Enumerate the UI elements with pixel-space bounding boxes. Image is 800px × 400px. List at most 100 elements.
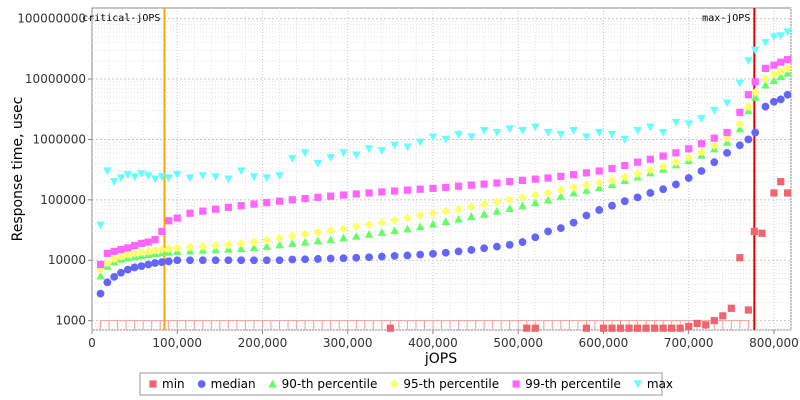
max-point <box>531 123 540 132</box>
max-point <box>211 173 220 182</box>
90-th-percentile-point <box>300 237 310 246</box>
99-th-percentile-point <box>117 246 125 254</box>
99-th-percentile-point <box>403 186 412 194</box>
95-th-percentile-point <box>671 157 681 167</box>
median-point <box>275 256 284 265</box>
max-point <box>607 131 617 139</box>
max-point <box>137 170 146 178</box>
legend-label-min: min <box>162 377 185 391</box>
95-th-percentile-point <box>735 119 745 129</box>
max-point <box>543 128 553 137</box>
99-th-percentile-point <box>391 187 399 195</box>
series-min <box>386 178 792 332</box>
median-point <box>761 102 770 111</box>
median-point <box>186 256 194 265</box>
95-th-percentile-point <box>543 188 553 198</box>
max-point <box>735 79 745 88</box>
min-point <box>642 324 650 332</box>
95-th-percentile-point <box>211 241 221 250</box>
max-point <box>633 127 642 135</box>
x-tick-label: 700,000 <box>664 336 714 350</box>
min-point <box>599 324 608 332</box>
99-th-percentile-point <box>212 205 220 213</box>
legend-item-95-th-percentile: 95-th percentile <box>389 377 499 391</box>
min-point <box>750 227 758 236</box>
median-point <box>377 252 386 261</box>
median-point <box>110 272 119 281</box>
median-point <box>211 256 220 265</box>
max-point <box>776 32 785 40</box>
99-th-percentile-point <box>761 64 770 73</box>
min-point <box>685 322 693 331</box>
90-th-percentile-point <box>505 204 514 213</box>
median-point <box>582 211 591 220</box>
95-th-percentile-point <box>326 226 336 235</box>
99-th-percentile-point <box>186 209 194 217</box>
max-jops-label: max-jOPS <box>702 13 750 24</box>
median-point <box>288 255 297 264</box>
series-95-th-percentile <box>96 64 792 274</box>
90-th-percentile-point <box>467 212 476 221</box>
95-th-percentile-point <box>582 180 591 190</box>
max-point <box>364 145 374 153</box>
grid-lines <box>92 8 792 331</box>
99-th-percentile-point <box>250 200 258 208</box>
99-th-percentile-point <box>633 158 642 166</box>
99-th-percentile-point <box>557 172 565 180</box>
min-point <box>736 254 744 262</box>
95-th-percentile-point <box>776 66 786 76</box>
legend-item-min: min <box>149 377 185 391</box>
95-th-percentile-point <box>198 241 208 251</box>
median-point <box>467 246 476 254</box>
90-th-percentile-point <box>556 191 566 200</box>
90-th-percentile-point <box>479 209 489 218</box>
median-point <box>454 247 463 256</box>
y-tick-label: 10000000 <box>25 72 86 86</box>
95-th-percentile-point <box>505 195 515 205</box>
median-point <box>137 262 146 270</box>
max-point <box>582 133 591 142</box>
99-th-percentile-point <box>352 190 360 198</box>
plot-area <box>91 7 792 331</box>
95-th-percentile-point <box>157 245 167 255</box>
90-th-percentile-point <box>249 243 259 252</box>
95-th-percentile-point <box>377 218 387 227</box>
median-point <box>776 95 785 104</box>
x-tick-label: 200,000 <box>238 336 288 350</box>
median-point <box>493 242 501 251</box>
max-point <box>415 138 425 147</box>
99-th-percentile-point <box>672 149 680 157</box>
x-tick-label: 600,000 <box>579 336 629 350</box>
95-th-percentile-point <box>697 147 706 157</box>
y-axis-ticks: 1000 10000 100000 1000000 10000000 100000000 <box>17 12 92 328</box>
99-th-percentile-point <box>237 202 245 210</box>
critical-jops-label: critical-jOPS <box>82 13 160 24</box>
99-th-percentile-point <box>723 128 731 137</box>
min-point <box>659 324 667 332</box>
99-th-percentile-point <box>777 58 785 66</box>
max-point <box>569 127 578 135</box>
95-th-percentile-point <box>783 64 792 73</box>
median-point <box>151 259 159 267</box>
95-th-percentile-point <box>116 252 126 261</box>
95-th-percentile-point <box>249 237 259 247</box>
max-point <box>744 57 753 66</box>
median-point <box>531 233 540 242</box>
max-point <box>236 167 246 176</box>
max-point <box>288 155 297 163</box>
99-th-percentile-point <box>144 238 152 246</box>
max-point <box>275 172 284 181</box>
95-th-percentile-point <box>556 185 566 195</box>
median-point <box>365 253 373 262</box>
max-point <box>750 46 760 55</box>
90-th-percentile-point <box>377 228 387 236</box>
90-th-percentile-point <box>735 124 745 133</box>
max-point <box>595 128 604 137</box>
99-th-percentile-point <box>531 175 539 183</box>
x-tick-label: 500,000 <box>493 336 543 350</box>
95-th-percentile-point <box>236 239 246 248</box>
95-th-percentile-point <box>164 244 174 254</box>
99-th-percentile-point <box>659 152 667 160</box>
90-th-percentile-point <box>236 244 246 253</box>
